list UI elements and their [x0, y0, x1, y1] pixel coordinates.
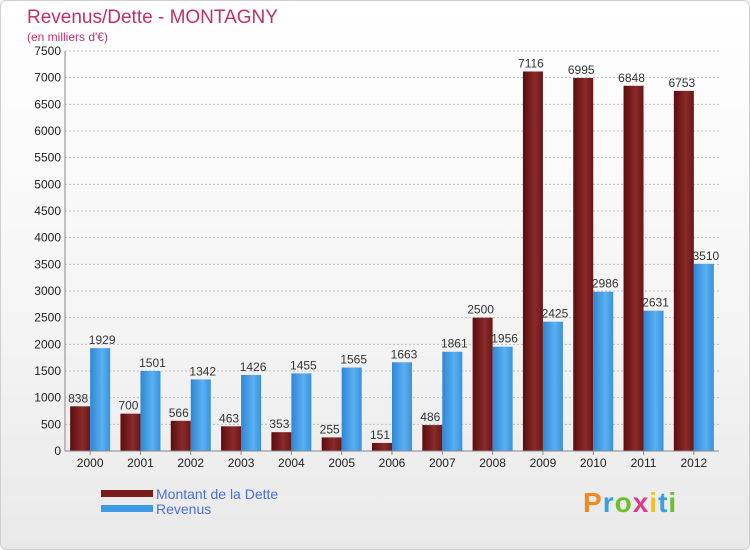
dette-bar [673, 90, 694, 451]
y-tick-label: 500 [41, 417, 61, 431]
y-tick-label: 6500 [34, 97, 61, 111]
x-tick-label: 2003 [228, 456, 255, 470]
revenus-bar-label: 2986 [592, 277, 619, 291]
dette-bar-label: 6848 [618, 71, 645, 85]
y-tick-label: 5500 [34, 151, 61, 165]
dette-bar [623, 85, 644, 452]
revenus-bar [291, 373, 312, 451]
dette-bar [573, 77, 594, 451]
dette-bar [221, 426, 242, 451]
x-tick-label: 2007 [429, 456, 456, 470]
chart-title: Revenus/Dette - MONTAGNY [27, 7, 278, 28]
dette-bar-label: 6995 [568, 63, 595, 77]
dette-bar [70, 406, 91, 451]
y-tick-label: 2500 [34, 311, 61, 325]
dette-bar [120, 413, 141, 451]
dette-bar [422, 425, 443, 451]
revenus-bar [492, 346, 513, 451]
dette-bar-label: 2500 [467, 303, 494, 317]
dette-bar-label: 463 [219, 411, 239, 425]
dette-bar-label: 6753 [668, 76, 695, 90]
legend-label-dette: Montant de la Dette [156, 486, 278, 502]
x-tick-label: 2011 [631, 456, 657, 470]
y-tick-label: 1000 [34, 391, 61, 405]
y-tick-label: 6000 [34, 124, 61, 138]
dette-bar [321, 437, 342, 451]
x-tick-label: 2004 [278, 456, 305, 470]
dette-bar-label: 353 [269, 417, 289, 431]
dette-bar-label: 566 [169, 406, 189, 420]
dette-bar-label: 7116 [518, 56, 544, 70]
chart-subtitle: (en milliers d'€) [27, 30, 108, 44]
revenus-bar [693, 263, 714, 451]
dette-bar [472, 317, 493, 451]
y-tick-label: 2000 [34, 337, 61, 351]
y-tick-label: 0 [54, 444, 61, 458]
revenus-bar-label: 1861 [441, 337, 468, 351]
x-tick-label: 2000 [77, 456, 104, 470]
dette-bar-label: 151 [370, 428, 390, 442]
x-tick-label: 2006 [379, 456, 406, 470]
revenus-bar [140, 370, 161, 451]
revenus-bar [341, 367, 362, 451]
dette-bar [271, 432, 292, 451]
y-tick-label: 7000 [34, 71, 61, 85]
revenus-bar-label: 2425 [542, 307, 569, 321]
x-tick-label: 2001 [127, 456, 154, 470]
y-tick-label: 7500 [34, 44, 61, 58]
revenus-bar [190, 379, 211, 451]
revenus-bar-label: 1501 [139, 356, 166, 370]
y-tick-label: 4000 [34, 231, 61, 245]
revenus-bar-label: 1565 [340, 353, 367, 367]
revenus-bar [90, 348, 111, 451]
x-tick-label: 2012 [680, 456, 707, 470]
revenus-bar [392, 362, 412, 451]
dette-bar-label: 838 [68, 391, 88, 405]
y-tick-label: 5000 [34, 177, 61, 191]
legend-label-revenus: Revenus [156, 501, 211, 517]
dette-bar-label: 700 [118, 399, 138, 413]
x-tick-label: 2002 [177, 456, 204, 470]
revenus-bar [643, 310, 664, 451]
legend-swatch-revenus [101, 505, 153, 512]
x-tick-label: 2010 [580, 456, 607, 470]
y-tick-label: 4500 [34, 204, 61, 218]
revenus-bar [542, 321, 563, 451]
revenus-bar-label: 1956 [491, 332, 518, 346]
y-tick-label: 1500 [34, 364, 61, 378]
y-tick-label: 3500 [34, 257, 61, 271]
dette-bar [372, 442, 392, 451]
proxiti-logo: Proxiti [583, 487, 678, 518]
revenus-bar [442, 351, 463, 451]
y-tick-label: 3000 [34, 284, 61, 298]
dette-bar [522, 71, 543, 451]
dette-bar [170, 420, 191, 451]
revenus-bar-label: 1663 [391, 347, 418, 361]
dette-bar-label: 486 [420, 410, 440, 424]
dette-bar-label: 255 [320, 422, 340, 436]
x-tick-label: 2009 [530, 456, 557, 470]
revenus-bar-label: 1426 [240, 360, 267, 374]
revenus-bar-label: 1455 [290, 358, 317, 372]
x-tick-label: 2008 [479, 456, 506, 470]
revenus-bar-label: 1342 [189, 364, 216, 378]
revenus-bar-label: 1929 [89, 333, 116, 347]
x-tick-label: 2005 [328, 456, 355, 470]
revenus-bar-label: 2631 [642, 296, 669, 310]
revenus-bar [241, 374, 262, 451]
revenus-bar-label: 3510 [692, 249, 719, 263]
legend-swatch-dette [101, 490, 153, 497]
revenus-bar [593, 291, 614, 451]
